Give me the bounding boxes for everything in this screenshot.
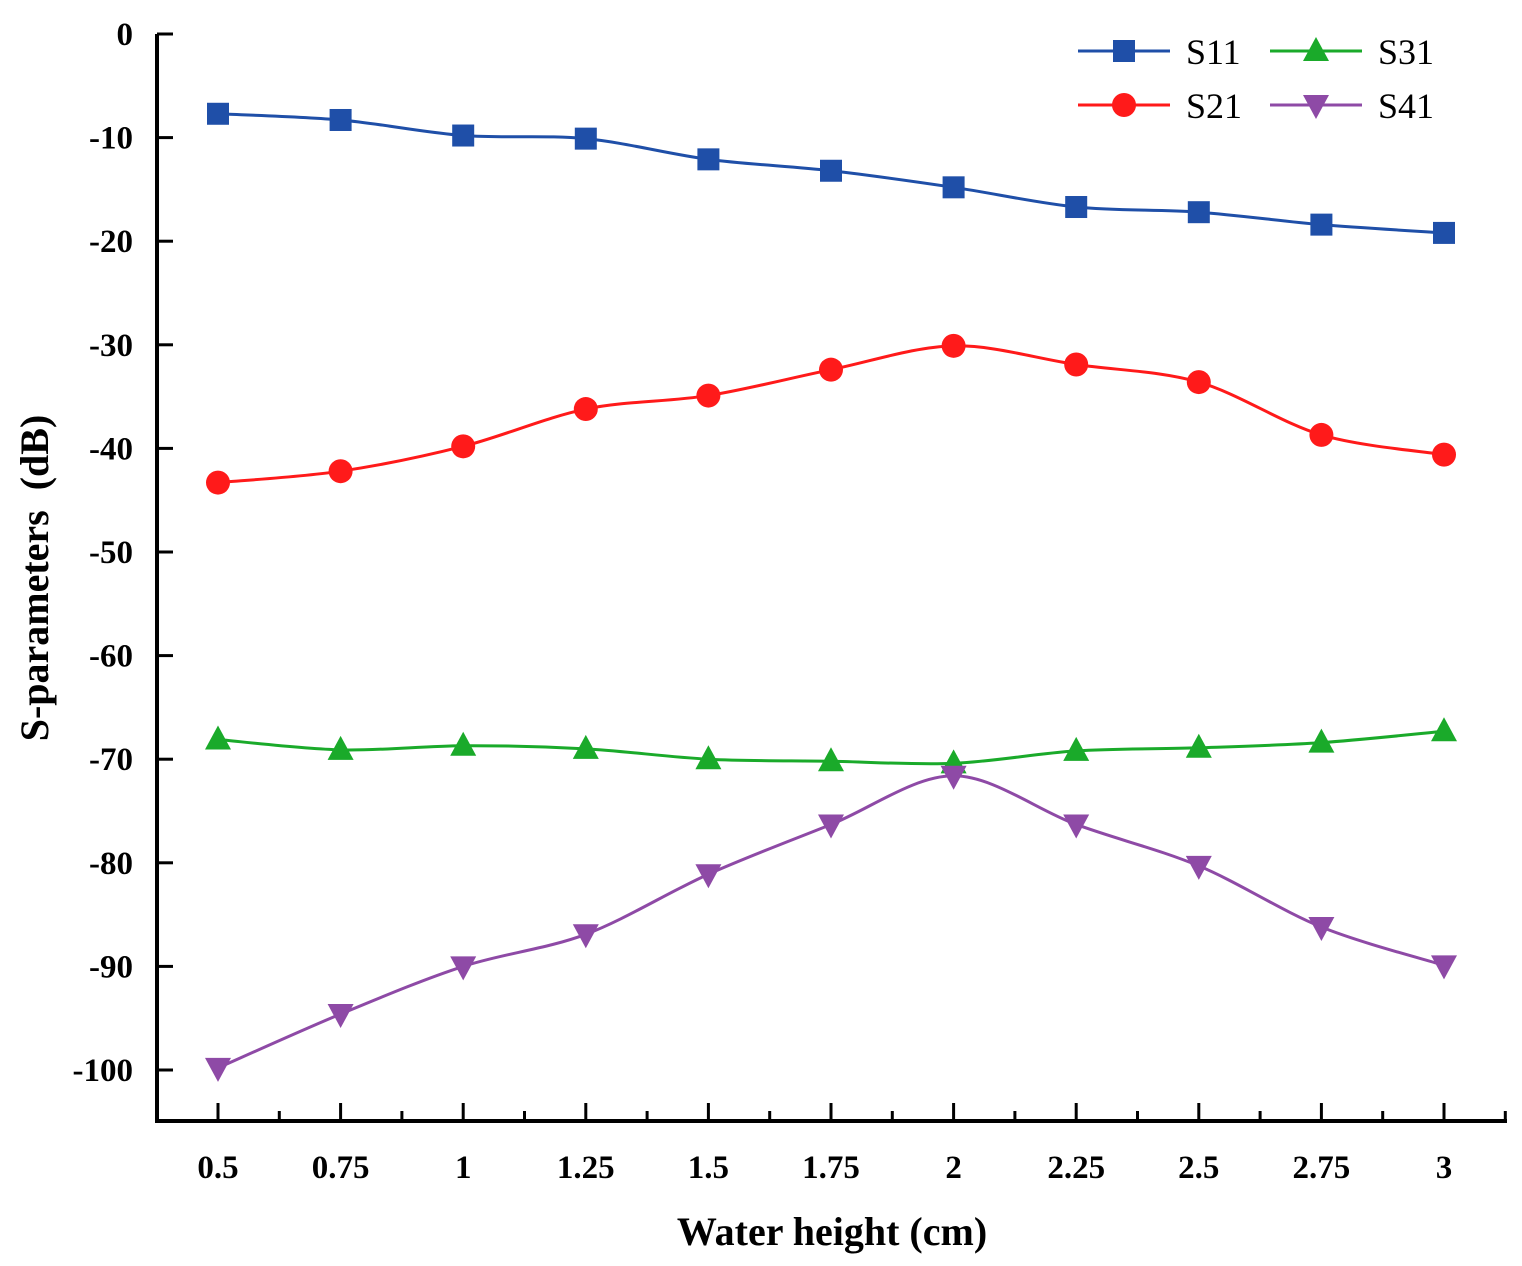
data-point-s31 [1308,728,1335,753]
legend-item-s41: S41 [1270,86,1434,126]
data-point-s41 [695,864,722,889]
data-point-s21 [451,434,476,459]
series-layer [205,102,1457,1082]
y-tick-label: -100 [73,1053,134,1089]
data-point-s21 [1309,422,1334,447]
data-point-s41 [572,924,599,949]
x-tick-label: 2.25 [1047,1150,1105,1186]
y-tick-label: -60 [89,639,133,675]
legend-label: S31 [1378,32,1434,72]
x-tick-label: 2 [945,1150,962,1186]
data-point-s41 [1431,955,1457,980]
data-point-s21 [328,459,353,484]
data-point-s41 [205,1057,231,1082]
data-point-s41 [940,765,967,790]
series-s21 [206,333,1456,495]
data-point-s11 [207,102,229,125]
data-point-s31 [695,745,722,770]
legend-marker [1303,37,1329,61]
x-tick-label: 1.5 [688,1150,729,1186]
data-point-s31 [1185,733,1212,758]
x-tick-label: 0.75 [312,1150,370,1186]
data-point-s11 [329,108,352,131]
x-tick-label: 2.75 [1293,1150,1351,1186]
data-point-s21 [1186,370,1211,395]
data-point-s31 [1063,736,1090,761]
x-tick-label: 2.5 [1178,1150,1219,1186]
x-tick-label: 0.5 [197,1150,238,1186]
y-tick-label: -10 [89,121,133,157]
data-point-s31 [818,747,844,772]
data-point-s41 [1185,855,1212,880]
x-tick-label: 1.75 [802,1150,860,1186]
data-point-s31 [205,725,231,750]
x-tick-label: 1.25 [557,1150,615,1186]
legend-item-s11: S11 [1078,32,1241,72]
data-point-s11 [574,127,597,150]
legend-item-s31: S31 [1270,32,1434,72]
data-point-s11 [1310,213,1333,236]
data-point-s21 [206,470,230,495]
data-point-s41 [1308,917,1335,942]
y-tick-label: -30 [89,328,133,364]
data-point-s11 [1187,201,1210,224]
data-point-s11 [820,159,842,182]
data-point-s11 [452,124,475,147]
data-point-s11 [1065,196,1088,219]
data-point-s11 [697,148,720,171]
y-tick-label: -80 [89,846,133,882]
data-point-s11 [1433,221,1455,244]
y-tick-label: -90 [89,949,133,985]
data-point-s21 [941,333,966,358]
legend-label: S21 [1186,86,1242,126]
series-s11 [207,102,1455,244]
data-point-s31 [327,735,354,760]
x-axis-title: Water height (cm) [677,1209,987,1254]
legend: S11 S31 S21 S41 [1078,32,1434,126]
data-point-s21 [1432,442,1456,467]
legend-label: S11 [1186,32,1241,72]
data-point-s21 [1064,352,1089,377]
data-point-s21 [696,383,721,408]
data-point-s21 [573,397,598,422]
data-point-s41 [327,1004,354,1029]
legend-item-s21: S21 [1078,86,1242,126]
y-tick-label: -40 [89,431,133,467]
x-tick-label: 3 [1436,1150,1453,1186]
legend-marker [1303,95,1329,119]
y-tick-label: 0 [117,17,134,53]
data-point-s11 [942,176,965,199]
data-point-s31 [450,731,477,756]
data-point-s31 [1431,717,1457,742]
legend-marker [1113,40,1135,62]
data-point-s21 [819,357,843,382]
y-tick-label: -70 [89,742,133,778]
data-point-s31 [572,734,599,759]
y-axis-title: S-parameters (dB) [12,415,57,742]
x-tick-label: 1 [455,1150,472,1186]
data-point-s41 [1063,814,1090,839]
legend-marker [1112,93,1136,117]
series-s41 [205,765,1457,1082]
y-tick-label: -50 [89,535,133,571]
data-point-s41 [450,956,477,981]
series-s31 [205,717,1457,774]
data-point-s41 [818,814,844,839]
legend-label: S41 [1378,86,1434,126]
axes: 0 -10 -20 -30 -40 -50 -60 -70 -80 -90 -100 0.5 0.75 1… [73,17,1507,1186]
y-tick-label: -20 [89,224,133,260]
